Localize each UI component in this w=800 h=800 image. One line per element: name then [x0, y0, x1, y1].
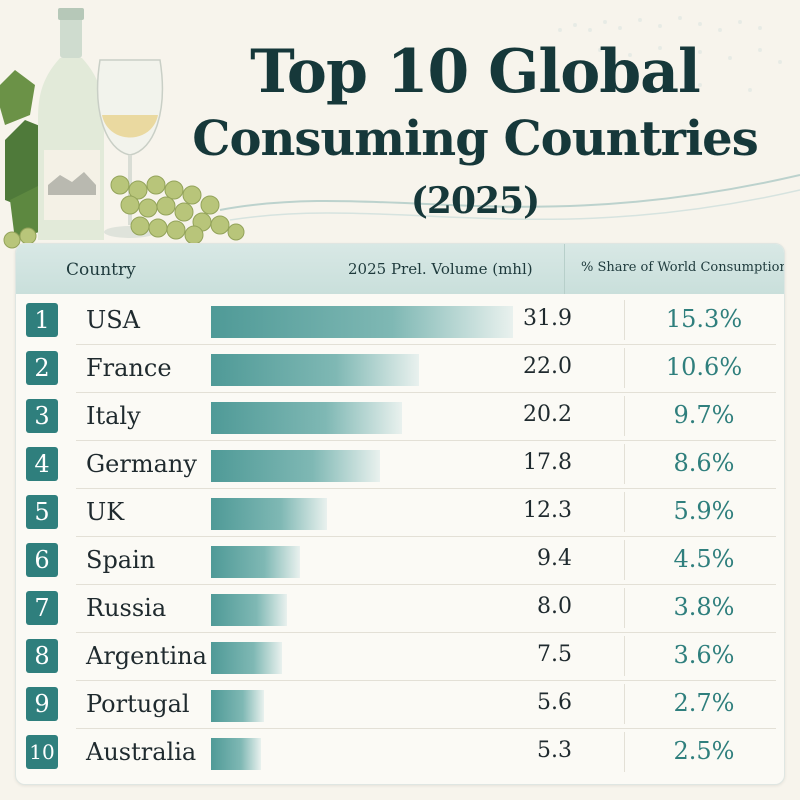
column-divider — [624, 636, 625, 676]
row-divider — [76, 680, 776, 681]
column-divider — [624, 684, 625, 724]
share-value: 8.6% — [673, 449, 735, 477]
volume-bar — [211, 594, 287, 626]
country-name: Germany — [86, 450, 197, 478]
header-share: % Share of World Consumption — [581, 260, 785, 275]
row-divider — [76, 488, 776, 489]
row-divider — [76, 344, 776, 345]
share-value: 10.6% — [665, 353, 743, 381]
rank-badge: 6 — [26, 543, 58, 577]
volume-value: 7.5 — [537, 642, 572, 667]
rank-badge: 2 — [26, 351, 58, 385]
title-line-2: Consuming Countries (2025) — [150, 110, 800, 230]
rank-badge: 5 — [26, 495, 58, 529]
volume-value: 8.0 — [537, 594, 572, 619]
title-year: (2025) — [410, 180, 540, 222]
rank-badge: 1 — [26, 303, 58, 337]
volume-value: 12.3 — [523, 498, 572, 523]
column-divider — [624, 492, 625, 532]
column-divider — [624, 396, 625, 436]
rank-badge: 9 — [26, 687, 58, 721]
country-name: France — [86, 354, 172, 382]
share-value: 4.5% — [673, 545, 735, 573]
header-divider — [564, 244, 565, 294]
title-line-1: Top 10 Global — [250, 37, 701, 107]
country-name: USA — [86, 306, 140, 334]
volume-bar — [211, 738, 261, 770]
volume-value: 9.4 — [537, 546, 572, 571]
volume-value: 5.6 — [537, 690, 572, 715]
country-name: Portugal — [86, 690, 190, 718]
background-decoration — [219, 16, 800, 221]
chart-title: Top 10 Global Consuming Countries (2025) — [150, 40, 800, 230]
header-volume: 2025 Prel. Volume (mhl) — [348, 260, 533, 278]
volume-bar — [211, 642, 282, 674]
share-value: 9.7% — [673, 401, 735, 429]
header-country: Country — [66, 260, 136, 280]
country-name: Argentina — [86, 642, 207, 670]
table-row: 8 Argentina 7.5 3.6% — [16, 632, 784, 680]
country-name: Italy — [86, 402, 141, 430]
country-name: Australia — [86, 738, 197, 766]
table-row: 6 Spain 9.4 4.5% — [16, 536, 784, 584]
table-row: 3 Italy 20.2 9.7% — [16, 392, 784, 440]
rank-badge: 10 — [26, 735, 58, 769]
wine-glass-icon — [96, 59, 164, 238]
column-divider — [624, 300, 625, 340]
row-divider — [76, 440, 776, 441]
column-divider — [624, 732, 625, 772]
country-name: UK — [86, 498, 125, 526]
share-value: 2.7% — [673, 689, 735, 717]
table-row: 1 USA 31.9 15.3% — [16, 296, 784, 344]
share-value: 5.9% — [673, 497, 735, 525]
row-divider — [76, 728, 776, 729]
country-name: Russia — [86, 594, 167, 622]
share-value: 15.3% — [665, 305, 743, 333]
row-divider — [76, 392, 776, 393]
volume-value: 5.3 — [537, 738, 572, 763]
table-row: 5 UK 12.3 5.9% — [16, 488, 784, 536]
column-divider — [624, 444, 625, 484]
table-row: 2 France 22.0 10.6% — [16, 344, 784, 392]
rank-badge: 3 — [26, 399, 58, 433]
rank-badge: 7 — [26, 591, 58, 625]
volume-bar — [211, 306, 513, 338]
volume-bar — [211, 690, 264, 722]
volume-bar — [211, 450, 380, 482]
volume-value: 17.8 — [523, 450, 572, 475]
volume-bar — [211, 498, 327, 530]
title-text: Consuming Countries — [192, 111, 759, 167]
column-divider — [624, 348, 625, 388]
ranking-table: Country 2025 Prel. Volume (mhl) % Share … — [15, 243, 785, 785]
column-divider — [624, 540, 625, 580]
grapes-icon — [3, 175, 245, 249]
table-row: 7 Russia 8.0 3.8% — [16, 584, 784, 632]
column-divider — [624, 588, 625, 628]
row-divider — [76, 536, 776, 537]
table-row: 10 Australia 5.3 2.5% — [16, 728, 784, 776]
wine-illustration — [0, 8, 245, 249]
volume-bar — [211, 546, 300, 578]
row-divider — [76, 584, 776, 585]
volume-value: 22.0 — [523, 354, 572, 379]
share-value: 3.8% — [673, 593, 735, 621]
volume-value: 20.2 — [523, 402, 572, 427]
volume-bar — [211, 354, 419, 386]
rank-badge: 8 — [26, 639, 58, 673]
row-divider — [76, 632, 776, 633]
wine-bottle-icon — [38, 8, 104, 240]
table-row: 9 Portugal 5.6 2.7% — [16, 680, 784, 728]
share-value: 2.5% — [673, 737, 735, 765]
volume-bar — [211, 402, 402, 434]
share-value: 3.6% — [673, 641, 735, 669]
rank-badge: 4 — [26, 447, 58, 481]
table-row: 4 Germany 17.8 8.6% — [16, 440, 784, 488]
table-header: Country 2025 Prel. Volume (mhl) % Share … — [16, 244, 784, 294]
volume-value: 31.9 — [523, 306, 572, 331]
country-name: Spain — [86, 546, 156, 574]
